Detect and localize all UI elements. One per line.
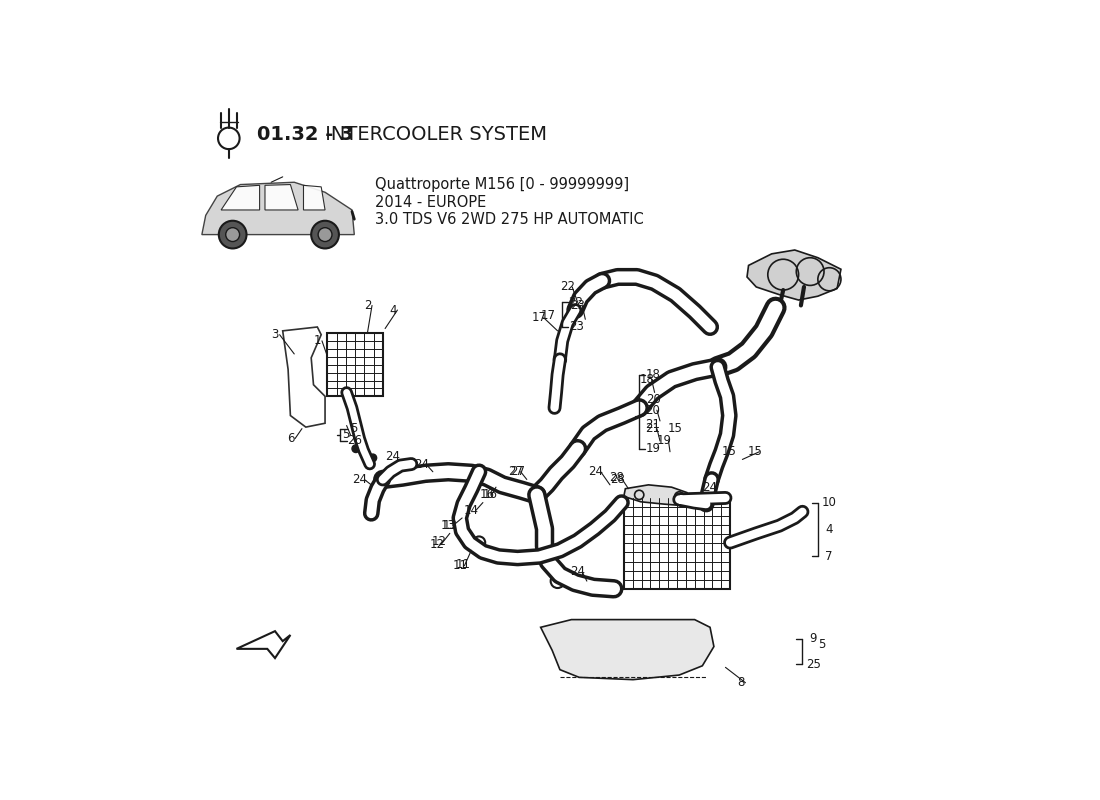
Text: 18: 18: [646, 368, 660, 382]
Polygon shape: [265, 185, 298, 210]
Circle shape: [368, 454, 376, 462]
Text: 24: 24: [352, 473, 367, 486]
Text: 25: 25: [806, 658, 821, 670]
Text: 3: 3: [272, 328, 278, 341]
Text: 11: 11: [452, 559, 468, 572]
Text: INTERCOOLER SYSTEM: INTERCOOLER SYSTEM: [319, 125, 547, 144]
Text: 24: 24: [414, 458, 429, 470]
Text: 27: 27: [508, 466, 524, 478]
Text: 2014 - EUROPE: 2014 - EUROPE: [375, 194, 486, 210]
Text: 16: 16: [483, 488, 498, 502]
Text: 27: 27: [510, 466, 525, 478]
Text: 15: 15: [668, 422, 683, 435]
Text: 12: 12: [431, 534, 447, 547]
Text: 26: 26: [346, 434, 362, 447]
Polygon shape: [236, 631, 290, 658]
Text: 2: 2: [364, 299, 371, 312]
Text: 9: 9: [810, 632, 817, 646]
Text: 21: 21: [645, 422, 660, 435]
Text: 12: 12: [429, 538, 444, 550]
Text: 15: 15: [722, 446, 737, 458]
Text: 22: 22: [569, 296, 584, 309]
Text: 20: 20: [646, 393, 660, 406]
Polygon shape: [541, 619, 714, 680]
Polygon shape: [304, 186, 326, 210]
Text: 18: 18: [639, 373, 654, 386]
Circle shape: [387, 468, 395, 476]
Circle shape: [352, 445, 360, 453]
Bar: [328, 333, 383, 396]
Circle shape: [480, 548, 487, 556]
Text: 5: 5: [818, 638, 825, 650]
Text: 4: 4: [825, 523, 833, 536]
Text: 13: 13: [441, 519, 455, 532]
Text: 5: 5: [351, 422, 358, 435]
Text: 23: 23: [570, 299, 585, 312]
Text: 28: 28: [610, 473, 625, 486]
Bar: [624, 498, 730, 589]
Text: 24: 24: [385, 450, 400, 463]
Circle shape: [311, 221, 339, 249]
Text: 21: 21: [646, 418, 661, 430]
Text: 01.32 - 3: 01.32 - 3: [257, 125, 354, 144]
Text: 16: 16: [480, 488, 494, 502]
Circle shape: [226, 228, 240, 242]
Text: 7: 7: [825, 550, 833, 563]
Text: Quattroporte M156 [0 - 99999999]: Quattroporte M156 [0 - 99999999]: [375, 177, 629, 192]
Text: 13: 13: [442, 519, 458, 532]
Polygon shape: [624, 485, 691, 506]
Text: 22: 22: [560, 281, 575, 294]
Polygon shape: [747, 250, 842, 300]
Polygon shape: [221, 186, 260, 210]
Text: 17: 17: [531, 311, 547, 324]
Text: 8: 8: [737, 676, 745, 690]
Text: 23: 23: [569, 321, 583, 334]
Text: 1: 1: [314, 334, 321, 347]
Text: 3.0 TDS V6 2WD 275 HP AUTOMATIC: 3.0 TDS V6 2WD 275 HP AUTOMATIC: [375, 213, 644, 227]
Text: 20: 20: [645, 404, 660, 417]
Circle shape: [219, 221, 246, 249]
Text: 15: 15: [747, 446, 762, 458]
Text: 24: 24: [570, 566, 585, 578]
Polygon shape: [202, 182, 354, 234]
Text: 5: 5: [342, 428, 350, 442]
Text: 19: 19: [646, 442, 661, 455]
Text: 11: 11: [456, 558, 471, 570]
Text: 24: 24: [703, 481, 717, 494]
Text: 10: 10: [822, 496, 836, 509]
Text: 28: 28: [608, 470, 624, 484]
Text: 6: 6: [287, 432, 294, 445]
Text: 4: 4: [389, 303, 397, 317]
Text: 19: 19: [657, 434, 671, 447]
Text: 17: 17: [541, 309, 556, 322]
Text: 14: 14: [464, 504, 478, 517]
Text: 24: 24: [588, 466, 604, 478]
Circle shape: [514, 553, 521, 560]
Circle shape: [318, 228, 332, 242]
